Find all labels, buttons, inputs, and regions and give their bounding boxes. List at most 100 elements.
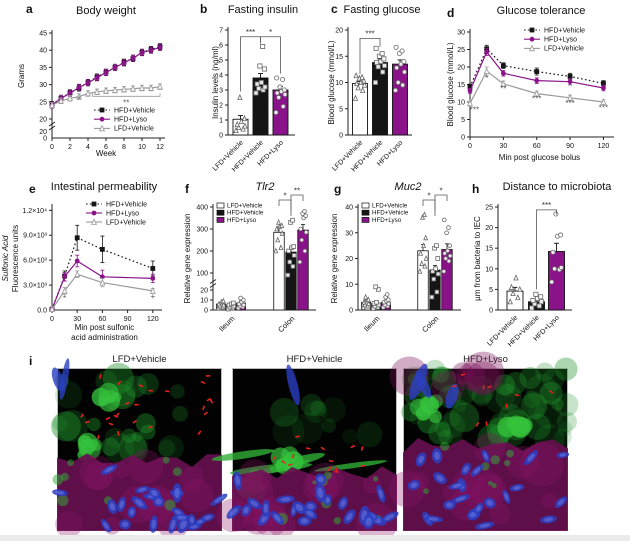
micrograph-hfd-vehicle: [211, 364, 399, 541]
svg-text:Blood glucose (mmol/L): Blood glucose (mmol/L): [327, 40, 336, 124]
svg-text:4: 4: [86, 144, 90, 151]
svg-text:30: 30: [39, 82, 47, 89]
svg-text:*: *: [283, 192, 286, 201]
panel-letter-f: f: [185, 182, 189, 196]
svg-text:Ileum: Ileum: [217, 314, 236, 333]
svg-text:Min post glucose bolus: Min post glucose bolus: [499, 153, 580, 162]
svg-text:25: 25: [485, 205, 493, 212]
svg-text:Week: Week: [96, 149, 117, 158]
screenshot-bottom-edge: [0, 535, 630, 541]
svg-text:+: +: [150, 292, 155, 301]
svg-text:*: *: [427, 192, 430, 201]
svg-text:HFD+Vehicle: HFD+Vehicle: [544, 27, 585, 34]
svg-text:60: 60: [99, 316, 107, 323]
svg-text:HFD+Lyso: HFD+Lyso: [227, 217, 257, 224]
svg-text:Colon: Colon: [276, 314, 296, 334]
svg-text:LFD+Vehicle: LFD+Vehicle: [106, 219, 146, 226]
svg-text:20: 20: [39, 129, 47, 136]
svg-text:µm from bacteria to IEC: µm from bacteria to IEC: [473, 216, 482, 301]
svg-text:9.0×10³: 9.0×10³: [23, 233, 48, 240]
svg-text:120: 120: [598, 143, 610, 150]
svg-text:Colon: Colon: [420, 314, 440, 334]
svg-text:*: *: [77, 95, 80, 104]
micrograph-lfd-vehicle: [51, 358, 228, 540]
svg-text:Relative gene expression: Relative gene expression: [183, 214, 192, 304]
panel-letter-h: h: [472, 182, 480, 196]
chart-tlr2-expression: 0 10 20 100 200 300 400 Tlr2 Relative gene expre…: [183, 181, 316, 334]
svg-text:4: 4: [219, 73, 223, 80]
svg-text:30: 30: [457, 30, 465, 37]
svg-text:90: 90: [566, 143, 574, 150]
svg-text:Fasting insulin: Fasting insulin: [228, 4, 298, 16]
svg-text:Glucose tolerance: Glucose tolerance: [497, 5, 586, 17]
svg-text:200: 200: [196, 249, 208, 256]
svg-text:Blood glucose (mmol/L): Blood glucose (mmol/L): [446, 42, 455, 126]
svg-text:0: 0: [468, 143, 472, 150]
svg-text:10: 10: [335, 80, 343, 87]
svg-text:0: 0: [50, 316, 54, 323]
svg-text:LFD+Vehicle: LFD+Vehicle: [114, 126, 154, 133]
svg-text:0: 0: [489, 308, 493, 315]
svg-text:Sulfonic Acid: Sulfonic Acid: [1, 235, 10, 282]
svg-text:HFD+Vehicle: HFD+Vehicle: [372, 210, 409, 217]
svg-text:Body weight: Body weight: [76, 5, 136, 17]
svg-text:7: 7: [219, 28, 223, 35]
panel-letter-e: e: [29, 182, 36, 196]
svg-text:Muc2: Muc2: [395, 181, 422, 193]
svg-text:10: 10: [457, 100, 465, 107]
chart-muc2-expression: 0 10 20 30 40 Muc2 Relative gene expression Ile…: [330, 181, 461, 334]
svg-text:LFD+Vehicle: LFD+Vehicle: [372, 203, 408, 210]
svg-text:**: **: [123, 98, 129, 107]
svg-text:100: 100: [196, 271, 208, 278]
svg-text:300: 300: [196, 227, 208, 234]
svg-text:***: ***: [542, 201, 551, 210]
svg-text:30: 30: [73, 316, 81, 323]
svg-text:***: ***: [470, 106, 479, 115]
svg-text:2: 2: [68, 144, 72, 151]
svg-text:Fluorescence units: Fluorescence units: [11, 225, 20, 292]
svg-text:HFD+Vehicle: HFD+Vehicle: [106, 201, 147, 208]
svg-text:2: 2: [219, 103, 223, 110]
svg-text:acid administration: acid administration: [71, 333, 138, 342]
svg-text:*: *: [439, 187, 442, 196]
svg-text:20: 20: [39, 117, 47, 124]
svg-text:120: 120: [147, 316, 159, 323]
svg-text:*: *: [269, 28, 272, 37]
svg-text:25: 25: [457, 47, 465, 54]
svg-text:Relative gene expression: Relative gene expression: [330, 214, 339, 304]
svg-text:0: 0: [349, 308, 353, 315]
svg-text:45: 45: [39, 31, 47, 38]
svg-text:Intestinal permeability: Intestinal permeability: [51, 181, 158, 193]
panel-letter-g: g: [334, 182, 342, 196]
svg-text:30: 30: [345, 230, 353, 237]
svg-text:LFD+Vehicle: LFD+Vehicle: [544, 46, 584, 53]
panel-letter-b: b: [200, 2, 208, 16]
svg-text:12: 12: [156, 144, 164, 151]
svg-text:Insulin levels (ng/ml): Insulin levels (ng/ml): [211, 46, 220, 119]
svg-text:5: 5: [339, 106, 343, 113]
svg-text:20: 20: [345, 256, 353, 263]
svg-text:3.0×10³: 3.0×10³: [23, 283, 48, 290]
micro-label-hfd-lyso: HFD+Lyso: [463, 354, 508, 365]
svg-text:25: 25: [39, 99, 47, 106]
svg-text:***: ***: [246, 28, 255, 37]
svg-text:10: 10: [485, 266, 493, 273]
svg-text:15: 15: [457, 82, 465, 89]
svg-text:Tlr2: Tlr2: [256, 181, 275, 193]
svg-text:30: 30: [499, 143, 507, 150]
svg-text:8: 8: [122, 144, 126, 151]
svg-text:5: 5: [219, 58, 223, 65]
svg-text:Distance to microbiota: Distance to microbiota: [503, 181, 613, 193]
svg-text:**: **: [294, 187, 300, 196]
micro-label-lfd-vehicle: LFD+Vehicle: [112, 354, 167, 365]
svg-text:HFD+Vehicle: HFD+Vehicle: [114, 107, 155, 114]
svg-text:Fasting glucose: Fasting glucose: [343, 4, 420, 16]
svg-text:35: 35: [39, 65, 47, 72]
svg-text:6: 6: [104, 144, 108, 151]
svg-text:1: 1: [219, 118, 223, 125]
chart-fasting-insulin: 0 1 2 3 4 5 6 7 Fasting insulin Insulin levels (n…: [211, 4, 298, 173]
panel-letter-c: c: [331, 2, 338, 16]
svg-text:***: ***: [365, 29, 374, 38]
